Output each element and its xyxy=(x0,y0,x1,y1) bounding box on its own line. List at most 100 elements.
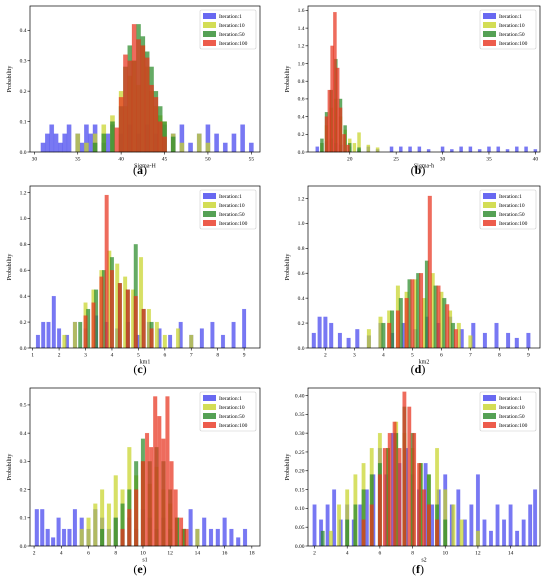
histogram-bar xyxy=(141,308,146,349)
y-tick-label: 0.4 xyxy=(20,431,27,437)
histogram-bar xyxy=(162,136,167,153)
histogram-bar xyxy=(66,124,72,153)
x-tick-label: 35 xyxy=(75,157,81,163)
legend-entry: Iteration:10 xyxy=(499,23,525,29)
histogram-bar xyxy=(459,146,463,153)
histogram-bar xyxy=(134,489,139,547)
histogram-bar xyxy=(93,503,98,547)
histogram-bar xyxy=(323,316,328,349)
histogram-bar xyxy=(482,519,487,547)
panel-label: (a) xyxy=(133,163,147,177)
x-tick-label: 20 xyxy=(347,157,353,163)
chart-panel-b: 20 25 30 35 40 0.0 0.2 0.4 0.6 0.8 1.0 1.2 1.4 1.6 Sig… xyxy=(285,5,541,177)
histogram-bar xyxy=(222,517,227,547)
histogram-bar xyxy=(140,461,146,547)
panel-label: (e) xyxy=(133,562,146,576)
histogram-bar xyxy=(338,107,343,153)
histogram-bar xyxy=(515,530,520,547)
histogram-bar xyxy=(72,321,77,349)
histogram-bar xyxy=(357,147,361,153)
histogram-bar xyxy=(521,519,526,547)
histogram-bar xyxy=(337,332,342,349)
histogram-bar xyxy=(46,321,51,349)
histogram-bar xyxy=(178,517,184,547)
histogram-bar xyxy=(144,57,150,153)
histogram-bar xyxy=(51,537,56,547)
histogram-bar xyxy=(402,391,407,547)
x-tick-label: 6 xyxy=(163,353,166,359)
histogram-bar xyxy=(117,283,122,349)
legend: Iteration:1 Iteration:10 Iteration:50 Itera… xyxy=(479,189,537,230)
x-tick-label: 2 xyxy=(58,353,61,359)
histogram-bar xyxy=(154,321,159,349)
legend-entry: Iteration:100 xyxy=(499,221,528,227)
legend-swatch xyxy=(483,395,496,401)
histogram-bar xyxy=(430,504,435,547)
histogram-bar xyxy=(526,332,531,349)
x-tick-label: 6 xyxy=(440,353,443,359)
y-axis-label: Probability xyxy=(7,66,13,93)
histogram-bar xyxy=(157,416,162,547)
histogram-bar xyxy=(440,146,445,153)
legend-box xyxy=(199,9,257,50)
histogram-bar xyxy=(104,194,109,349)
histogram-bar xyxy=(51,295,56,349)
histogram-bar xyxy=(169,461,174,547)
x-axis-label: s1 xyxy=(142,558,147,564)
legend-entry: Iteration:1 xyxy=(499,396,522,402)
histogram-bar xyxy=(92,142,98,153)
histogram-bar xyxy=(412,432,417,547)
legend-entry: Iteration:100 xyxy=(219,41,248,47)
histogram-bar xyxy=(75,133,81,153)
axes-frame xyxy=(29,185,261,349)
histogram-bar xyxy=(506,332,511,349)
histogram-bar xyxy=(222,142,228,153)
legend-swatch xyxy=(203,22,216,28)
y-tick-label: 0.25 xyxy=(295,450,305,456)
axes-frame xyxy=(307,5,541,153)
histogram-bar xyxy=(475,530,480,547)
histogram-bar xyxy=(84,142,89,153)
histogram-bar xyxy=(311,332,316,349)
x-tick-label: 9 xyxy=(243,353,246,359)
histogram-bar xyxy=(208,528,214,547)
histogram-bar xyxy=(131,24,137,153)
histogram-bar xyxy=(188,509,193,547)
histogram-bar xyxy=(435,519,440,547)
legend-box xyxy=(479,9,537,50)
y-tick-label: 0.0 xyxy=(298,346,305,352)
histogram-bar xyxy=(377,474,382,547)
histogram-bar xyxy=(40,509,45,547)
legend-entry: Iteration:1 xyxy=(219,194,242,200)
x-tick-label: 25 xyxy=(393,157,399,163)
y-axis-label: Probability xyxy=(285,454,291,481)
legend-swatch xyxy=(203,211,216,217)
histogram-bar xyxy=(184,528,189,547)
histogram-bar xyxy=(123,54,128,153)
legend-entry: Iteration:10 xyxy=(499,203,525,209)
legend-entry: Iteration:50 xyxy=(219,212,245,218)
x-tick-label: 30 xyxy=(32,157,38,163)
y-tick-label: 0.1 xyxy=(20,516,27,522)
legend-box xyxy=(199,189,257,230)
x-tick-label: 45 xyxy=(162,157,168,163)
histogram-bar xyxy=(127,60,133,153)
histogram-bar xyxy=(477,149,482,153)
x-axis-label: km2 xyxy=(419,360,430,366)
legend-entry: Iteration:50 xyxy=(219,32,245,38)
legend-swatch xyxy=(483,22,496,28)
histogram-bar xyxy=(387,322,392,349)
histogram-bar xyxy=(533,489,538,547)
histogram-bar xyxy=(320,138,324,153)
legend-swatch xyxy=(483,13,496,19)
histogram-bar xyxy=(404,297,409,349)
histogram-bar xyxy=(153,396,158,547)
y-tick-label: 0.0 xyxy=(298,150,305,156)
histogram-bar xyxy=(329,322,334,349)
y-tick-label: 0.15 xyxy=(295,487,305,493)
histogram-bar xyxy=(61,528,67,547)
histogram-bar xyxy=(215,528,220,547)
y-tick-label: 1.6 xyxy=(298,8,305,14)
legend-swatch xyxy=(203,31,216,37)
legend-swatch xyxy=(483,193,496,199)
